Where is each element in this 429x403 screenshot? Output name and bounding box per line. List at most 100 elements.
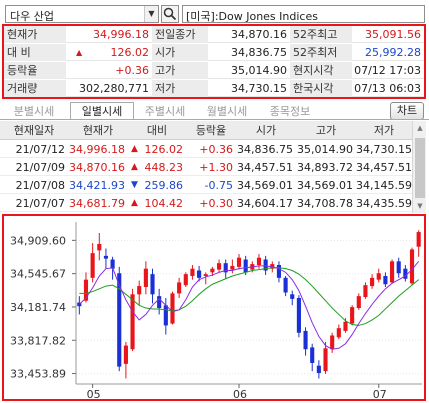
quote-panel: 현재가 34,996.18 전일종가 34,870.16 52주최고 35,091.56 대… xyxy=(2,24,426,99)
quote-value: 35,091.56 xyxy=(352,26,424,43)
chevron-down-icon[interactable]: ▼ xyxy=(144,6,158,22)
column-header[interactable]: 저가 xyxy=(373,124,395,137)
quote-value-text: 07/12 17:03 xyxy=(354,64,421,77)
column-header[interactable]: 현재일자 xyxy=(13,124,55,137)
cell-low: 34,457.51 xyxy=(356,161,412,174)
quote-value: 34,730.15 xyxy=(208,80,290,97)
up-arrow-icon: ▲ xyxy=(131,198,138,208)
candle-body xyxy=(283,277,288,293)
column-header[interactable]: 시가 xyxy=(255,124,277,137)
quote-value-text: 34,836.75 xyxy=(231,46,287,59)
quote-label: 52주최고 xyxy=(290,26,352,43)
tab-1[interactable]: 분별시세 xyxy=(13,105,55,118)
column-header[interactable]: 고가 xyxy=(315,124,337,137)
cell-open: 34,836.75 xyxy=(237,143,293,156)
scroll-up-icon[interactable]: ▲ xyxy=(417,124,423,132)
cell-change: ▲ 126.02 xyxy=(128,141,186,158)
candle-body xyxy=(223,263,228,273)
quote-label: 한국시각 xyxy=(290,80,352,97)
quote-label: 대 비 xyxy=(4,44,66,61)
column-header[interactable]: 대비 xyxy=(146,124,168,137)
table-row[interactable]: 21/07/07 34,681.79 ▲ 104.42 +0.30 34,604.17 34… xyxy=(0,195,412,212)
market-select[interactable]: 다우 산업 ▼ xyxy=(5,5,159,23)
quote-value-text: 35,091.56 xyxy=(365,28,421,41)
up-arrow-icon: ▲ xyxy=(131,162,138,172)
candle-body xyxy=(396,261,401,274)
candle-body xyxy=(157,296,162,309)
cell-open: 34,604.17 xyxy=(237,197,293,210)
quote-label: 고가 xyxy=(152,62,208,79)
candle-body xyxy=(350,307,355,324)
quote-value: 34,870.16 xyxy=(208,26,290,43)
quote-label: 등락율 xyxy=(4,62,66,79)
cell-rate: +1.30 xyxy=(199,161,233,174)
tab-2[interactable]: 일별시세 xyxy=(70,102,134,119)
quote-value-text: 07/13 06:03 xyxy=(354,82,421,95)
candle-body xyxy=(170,293,175,324)
cell-change: ▼ 259.86 xyxy=(128,177,186,194)
candle-body xyxy=(230,265,235,270)
chart-button[interactable]: 차트 xyxy=(390,102,424,120)
candle-body xyxy=(276,265,282,278)
quote-value-text: 302,280,771 xyxy=(79,82,149,95)
quote-label: 52주최저 xyxy=(290,44,352,61)
candle-body xyxy=(216,263,222,270)
scroll-thumb[interactable] xyxy=(415,138,425,198)
tab-5[interactable]: 종목정보 xyxy=(269,105,311,118)
candle-body xyxy=(83,279,89,301)
candle-body xyxy=(103,255,109,259)
quote-value: 34,996.18 xyxy=(66,26,152,43)
quote-label: 저가 xyxy=(152,80,208,97)
y-tick-label: 33,817.82 xyxy=(10,334,66,347)
cell-open: 34,457.51 xyxy=(237,161,293,174)
cell-rate: +0.30 xyxy=(199,197,233,210)
candle-body xyxy=(210,268,215,273)
candle-body xyxy=(183,274,188,286)
quote-value: 07/13 06:03 xyxy=(352,80,424,97)
table-row[interactable]: 21/07/08 34,421.93 ▼ 259.86 -0.75 34,569.01 34… xyxy=(0,177,412,194)
candle-body xyxy=(389,261,395,283)
candle-body xyxy=(97,243,102,251)
tab-3[interactable]: 주별시세 xyxy=(144,105,186,118)
candle-body xyxy=(336,328,341,338)
quote-row: 등락율 +0.36 고가 35,014.90 현지시각 07/12 17:03 xyxy=(4,62,424,79)
cell-high: 34,893.72 xyxy=(297,161,353,174)
moving-average-long-line xyxy=(79,267,419,326)
candle-body xyxy=(363,285,368,298)
table-row[interactable]: 21/07/12 34,996.18 ▲ 126.02 +0.36 34,836.75 35… xyxy=(0,141,412,158)
candle-body xyxy=(143,268,148,287)
column-header[interactable]: 등락율 xyxy=(195,124,227,137)
candle-body xyxy=(356,296,361,309)
candle-body xyxy=(303,330,308,350)
quote-value-text: +0.36 xyxy=(115,64,149,77)
cell-open: 34,569.01 xyxy=(237,179,293,192)
change-text: 126.02 xyxy=(144,143,184,156)
y-tick-label: 34,909.60 xyxy=(10,234,66,247)
candle-body xyxy=(110,259,115,269)
candle-body xyxy=(150,274,155,295)
y-tick-label: 33,453.89 xyxy=(10,368,66,381)
top-bar: 다우 산업 ▼ [미국]:Dow Jones Indices xyxy=(2,3,426,23)
cell-low: 34,145.59 xyxy=(356,179,412,192)
cell-low: 34,730.15 xyxy=(356,143,412,156)
scroll-down-icon[interactable]: ▼ xyxy=(417,202,423,210)
table-scrollbar[interactable]: ▲ ▼ xyxy=(412,121,426,213)
cell-date: 21/07/08 xyxy=(15,179,65,192)
quote-value: 34,836.75 xyxy=(208,44,290,61)
tab-4[interactable]: 월별시세 xyxy=(206,105,248,118)
candle-body xyxy=(370,277,375,287)
search-button[interactable] xyxy=(161,5,179,23)
quote-value: 07/12 17:03 xyxy=(352,62,424,79)
candle-body xyxy=(316,365,321,374)
candle-body xyxy=(163,305,168,326)
quote-label: 시가 xyxy=(152,44,208,61)
cell-high: 35,014.90 xyxy=(297,143,353,156)
quote-row: 현재가 34,996.18 전일종가 34,870.16 52주최고 35,091.56 xyxy=(4,26,424,43)
column-header[interactable]: 현재가 xyxy=(82,124,114,137)
table-row[interactable]: 21/07/09 34,870.16 ▲ 448.23 +1.30 34,457.51 34… xyxy=(0,159,412,176)
candle-body xyxy=(330,335,335,350)
candle-body xyxy=(323,348,328,372)
cell-change: ▲ 448.23 xyxy=(128,159,186,176)
cell-low: 34,435.59 xyxy=(356,197,412,210)
cell-date: 21/07/09 xyxy=(15,161,65,174)
